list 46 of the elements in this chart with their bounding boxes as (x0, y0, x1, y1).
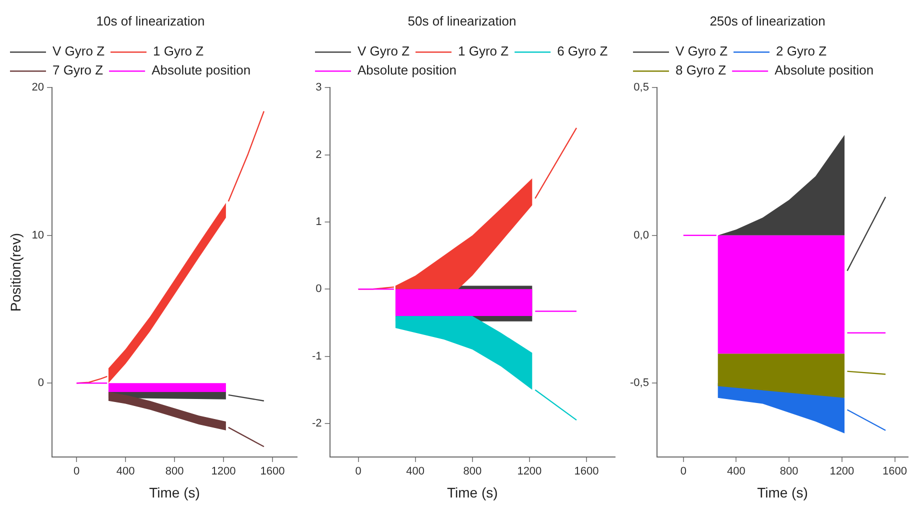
x-tick-label: 400 (116, 466, 135, 478)
legend-label: 6 Gyro Z (557, 44, 608, 59)
legend-label: 1 Gyro Z (153, 44, 204, 59)
chart-title: 50s of linearization (408, 13, 516, 28)
x-tick-label: 800 (463, 466, 482, 478)
legend-label: Absolute position (774, 62, 874, 78)
y-tick-label: 10 (32, 229, 44, 242)
y-tick-label: 0 (316, 283, 322, 296)
x-axis-title: Time (s) (757, 484, 808, 500)
x-tick-label: 400 (406, 466, 425, 478)
chart-title: 250s of linearization (710, 13, 826, 28)
y-tick-label: 2 (316, 148, 322, 161)
legend-label: V Gyro Z (676, 44, 728, 59)
x-tick-label: 0 (680, 466, 686, 478)
x-tick-label: 1600 (882, 466, 908, 478)
y-tick-label: 1 (316, 216, 322, 228)
y-tick-label: 20 (32, 82, 44, 94)
legend-label: V Gyro Z (52, 44, 105, 59)
y-tick-label: -1 (312, 350, 322, 362)
x-tick-label: 800 (780, 466, 798, 478)
x-tick-label: 0 (355, 466, 362, 478)
legend-label: 7 Gyro Z (52, 62, 104, 78)
x-axis-title: Time (s) (149, 484, 200, 500)
y-tick-label: 0 (38, 377, 44, 390)
x-tick-label: 1600 (260, 466, 285, 478)
x-tick-label: 1200 (211, 466, 236, 478)
legend-label: Absolute position (358, 62, 457, 78)
y-tick-label: 0,5 (634, 82, 649, 94)
x-tick-label: 400 (727, 466, 746, 478)
x-tick-label: 1200 (517, 466, 542, 478)
y-tick-label: 0,0 (634, 229, 649, 242)
legend-label: Absolute position (152, 62, 251, 78)
legend-label: V Gyro Z (358, 44, 410, 59)
x-tick-label: 0 (73, 466, 80, 478)
legend-label: 2 Gyro Z (776, 44, 827, 59)
y-axis-title: Position(rev) (7, 233, 24, 312)
y-tick-label: -0,5 (630, 377, 649, 390)
y-tick-label: 3 (316, 82, 322, 94)
x-axis-title: Time (s) (446, 484, 498, 500)
chart-title: 10s of linearization (96, 13, 205, 28)
y-tick-label: -2 (312, 417, 322, 430)
x-tick-label: 800 (165, 466, 184, 478)
legend-label: 1 Gyro Z (458, 44, 509, 59)
x-tick-label: 1200 (830, 466, 854, 478)
legend-label: 8 Gyro Z (676, 62, 726, 78)
x-tick-label: 1600 (574, 466, 599, 478)
